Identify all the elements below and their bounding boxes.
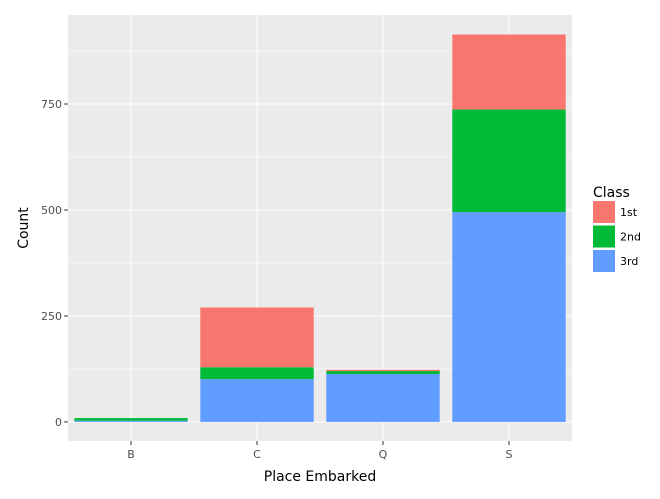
bar-C-1st (200, 307, 314, 368)
bar-C-3rd (200, 379, 314, 422)
bar-S-2nd (452, 109, 566, 213)
y-tick-label: 250 (41, 310, 62, 323)
legend: Class 1st 2nd 3rd (593, 185, 641, 272)
bar-Q-1st (326, 369, 440, 372)
legend-key-3rd (593, 250, 615, 272)
x-tick-label: C (253, 448, 261, 461)
bar-B-2nd (74, 418, 188, 421)
x-tick-label: S (506, 448, 513, 461)
y-axis: 0 250 500 750 (41, 98, 68, 429)
legend-key-2nd (593, 225, 615, 248)
legend-key-1st (593, 201, 615, 223)
bar-Q-2nd (326, 371, 440, 375)
bar-S-1st (452, 34, 566, 110)
x-tick-label: Q (379, 448, 388, 461)
y-tick-label: 0 (55, 416, 62, 429)
legend-label-2nd: 2nd (620, 231, 641, 244)
legend-label-3rd: 3rd (620, 255, 638, 268)
bar-S-3rd (452, 212, 566, 422)
y-tick-label: 500 (41, 204, 62, 217)
bars (74, 34, 566, 422)
y-axis-title: Count (16, 207, 32, 249)
legend-label-1st: 1st (620, 206, 638, 219)
bar-C-2nd (200, 367, 314, 380)
x-tick-label: B (127, 448, 135, 461)
bar-B-3rd (74, 420, 188, 422)
bar-Q-3rd (326, 374, 440, 422)
y-tick-label: 750 (41, 98, 62, 111)
legend-title: Class (593, 185, 630, 201)
x-axis-title: Place Embarked (264, 469, 377, 485)
